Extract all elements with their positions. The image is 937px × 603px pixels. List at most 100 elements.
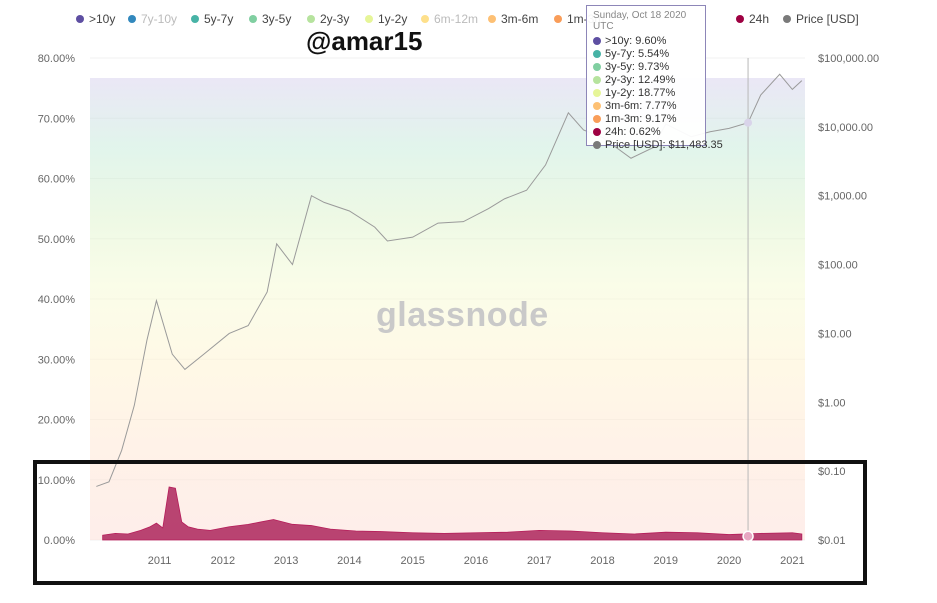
tooltip-date: Sunday, Oct 18 2020 UTC	[593, 10, 687, 32]
tooltip-value: 5.54%	[637, 47, 670, 60]
hover-crosshair	[742, 58, 754, 543]
tooltip-row: 5y-7y: 5.54%	[593, 47, 699, 60]
tooltip-value: $11,483.35	[668, 138, 723, 151]
tooltip-row: >10y: 9.60%	[593, 34, 699, 47]
x-tick-label: 2018	[590, 555, 614, 567]
tooltip-dot-icon	[593, 49, 601, 58]
legend-dot-icon	[249, 15, 257, 23]
y-axis-right: $0.01 $0.10 $1.00 $10.00 $100.00 $1,000.00 $10…	[818, 53, 879, 547]
tooltip-row: 1y-2y: 18.77%	[593, 86, 699, 99]
legend-dot-icon	[554, 15, 562, 23]
legend-item[interactable]: 1y-2y	[365, 12, 407, 26]
tooltip-row: Price [USD]: $11,483.35	[593, 138, 723, 151]
tooltip-label: 5y-7y:	[605, 47, 635, 60]
tooltip-label: 1y-2y:	[605, 86, 635, 99]
tooltip-value: 0.62%	[629, 125, 661, 138]
legend-item[interactable]: 6m-12m	[421, 12, 478, 26]
y-left-tick-label: 50.00%	[38, 234, 76, 246]
legend-item[interactable]: 7y-10y	[128, 12, 177, 26]
x-tick-label: 2021	[780, 555, 804, 567]
y-left-tick-label: 30.00%	[38, 354, 76, 366]
tooltip-row: 1m-3m: 9.17%	[593, 112, 699, 125]
tooltip-value: 9.60%	[635, 34, 667, 47]
hover-tooltip: Sunday, Oct 18 2020 UTC >10y: 9.60% 5y-7y:…	[586, 5, 723, 151]
tooltip-label: 24h:	[605, 125, 627, 138]
tooltip-value: 7.77%	[645, 99, 677, 112]
tooltip-value: 18.77%	[637, 86, 676, 99]
tooltip-row: 2y-3y: 12.49%	[593, 73, 699, 86]
hover-price-marker	[744, 118, 753, 127]
tooltip-value: 12.49%	[637, 73, 676, 86]
y-left-tick-label: 10.00%	[38, 475, 76, 487]
x-tick-label: 2019	[654, 555, 678, 567]
glassnode-watermark: glassnode	[376, 296, 549, 334]
legend-dot-icon	[783, 15, 791, 23]
chart-legend: >10y 7y-10y 5y-7y 3y-5y 2y-3y 1y-2y 6m-12m 3m-6…	[0, 12, 937, 34]
y-left-tick-label: 40.00%	[38, 294, 76, 306]
x-tick-label: 2020	[717, 555, 741, 567]
legend-label: 2y-3y	[320, 12, 350, 26]
legend-label: >10y	[89, 12, 116, 26]
x-tick-label: 2016	[464, 555, 488, 567]
y-right-tick-label: $0.01	[818, 535, 846, 547]
y-left-tick-label: 70.00%	[38, 113, 76, 125]
tooltip-row: 24h: 0.62%	[593, 125, 699, 138]
x-tick-label: 2012	[211, 555, 235, 567]
legend-dot-icon	[736, 15, 744, 23]
legend-dot-icon	[76, 15, 84, 23]
y-right-tick-label: $100,000.00	[818, 53, 879, 65]
legend-label: 6m-12m	[434, 12, 479, 26]
tooltip-value: 9.73%	[637, 60, 670, 73]
tooltip-dot-icon	[593, 114, 601, 123]
y-right-tick-label: $1,000.00	[818, 191, 867, 203]
series-24h-path	[102, 486, 803, 541]
legend-label: 7y-10y	[141, 12, 178, 26]
author-tag: @amar15	[306, 26, 423, 56]
tooltip-dot-icon	[593, 127, 601, 136]
y-left-tick-label: 80.00%	[38, 53, 76, 65]
tooltip-dot-icon	[593, 36, 601, 45]
legend-dot-icon	[488, 15, 496, 23]
legend-item[interactable]: >10y	[76, 12, 115, 26]
tooltip-dot-icon	[593, 62, 601, 71]
legend-label: 1y-2y	[378, 12, 408, 26]
y-right-tick-label: $100.00	[818, 260, 858, 272]
x-tick-label: 2015	[400, 555, 424, 567]
legend-label: 3y-5y	[262, 12, 292, 26]
tooltip-label: 2y-3y:	[605, 73, 635, 86]
x-tick-label: 2011	[148, 555, 172, 567]
x-tick-label: 2014	[337, 555, 361, 567]
tooltip-value: 9.17%	[645, 112, 677, 125]
legend-label: 3m-6m	[501, 12, 539, 26]
tooltip-dot-icon	[593, 75, 601, 84]
legend-label: 5y-7y	[204, 12, 234, 26]
legend-label: 24h	[749, 12, 770, 26]
legend-item[interactable]: 24h	[736, 12, 769, 26]
legend-label: Price [USD]	[796, 12, 859, 26]
tooltip-rows: >10y: 9.60% 5y-7y: 5.54% 3y-5y: 9.73% 2y-3y: 12…	[593, 34, 723, 151]
hover-24h-marker	[742, 530, 754, 543]
y-left-tick-label: 0.00%	[44, 535, 75, 547]
tooltip-dot-icon	[593, 101, 601, 110]
tooltip-label: 1m-3m:	[605, 112, 643, 125]
legend-dot-icon	[421, 15, 429, 23]
x-tick-label: 2013	[274, 555, 298, 567]
annotation-highlight-box	[33, 460, 867, 585]
tooltip-label: >10y:	[605, 34, 633, 47]
y-right-tick-label: $1.00	[818, 397, 846, 409]
x-tick-label: 2017	[527, 555, 551, 567]
tooltip-row: 3m-6m: 7.77%	[593, 99, 699, 112]
y-axis-left: 0.00% 10.00% 20.00% 30.00% 40.00% 50.00% 60.00…	[38, 53, 76, 547]
legend-item[interactable]: 5y-7y	[191, 12, 233, 26]
series-24h-area	[102, 486, 803, 541]
legend-dot-icon	[191, 15, 199, 23]
legend-item[interactable]: 2y-3y	[307, 12, 349, 26]
tooltip-label: 3y-5y:	[605, 60, 635, 73]
legend-dot-icon	[365, 15, 373, 23]
tooltip-label: 3m-6m:	[605, 99, 643, 112]
legend-item[interactable]: 3m-6m	[488, 12, 538, 26]
legend-item[interactable]: Price [USD]	[783, 12, 859, 26]
tooltip-label: Price [USD]:	[605, 138, 666, 151]
legend-item[interactable]: 3y-5y	[249, 12, 291, 26]
legend-dot-icon	[307, 15, 315, 23]
